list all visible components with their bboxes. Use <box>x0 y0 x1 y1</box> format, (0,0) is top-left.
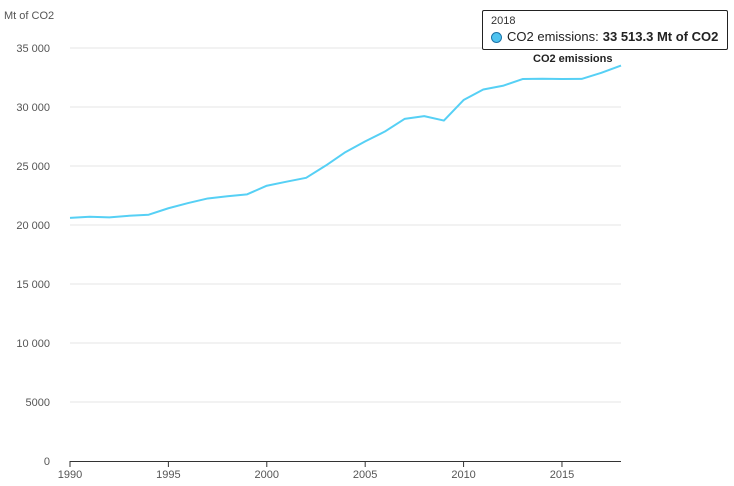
x-tick-label: 1990 <box>58 469 82 481</box>
series-dot-icon <box>491 31 502 43</box>
tooltip-year: 2018 <box>491 15 516 27</box>
data-point[interactable] <box>305 177 307 179</box>
data-point[interactable] <box>207 197 209 199</box>
data-point[interactable] <box>246 193 248 195</box>
y-tick-label: 5000 <box>26 397 50 409</box>
data-point[interactable] <box>561 78 563 80</box>
data-point[interactable] <box>423 115 425 117</box>
x-axis: 1990 1995 2000 2005 2010 2015 <box>58 461 621 481</box>
tooltip: 2018 CO2 emissions: 33 513.3 Mt of CO2 <box>482 10 728 50</box>
data-point[interactable] <box>148 214 150 216</box>
series-group[interactable] <box>69 64 622 219</box>
series-line-co2-emissions[interactable] <box>69 64 622 219</box>
data-point[interactable] <box>167 207 169 209</box>
y-tick-label: 35 000 <box>16 43 50 55</box>
data-point[interactable] <box>128 215 130 217</box>
data-point[interactable] <box>285 180 287 182</box>
data-point[interactable] <box>226 195 228 197</box>
x-tick-label: 2015 <box>550 469 574 481</box>
y-tick-label: 30 000 <box>16 102 50 114</box>
data-point[interactable] <box>108 216 110 218</box>
gridlines <box>70 47 621 403</box>
data-point[interactable] <box>580 78 582 80</box>
data-point[interactable] <box>88 216 90 218</box>
x-tick-label: 1995 <box>156 469 180 481</box>
x-tick-label: 2005 <box>353 469 377 481</box>
tooltip-row: CO2 emissions: 33 513.3 Mt of CO2 <box>491 28 719 46</box>
data-point[interactable] <box>187 202 189 204</box>
series-label: CO2 emissions <box>533 53 612 65</box>
y-axis-unit-label: Mt of CO2 <box>4 10 54 22</box>
y-tick-label: 20 000 <box>16 220 50 232</box>
data-point[interactable] <box>502 85 504 87</box>
data-point[interactable] <box>403 118 405 120</box>
x-tick-label: 2010 <box>451 469 475 481</box>
y-tick-label: 15 000 <box>16 279 50 291</box>
data-point[interactable] <box>600 72 602 74</box>
data-point[interactable] <box>266 185 268 187</box>
tooltip-series-name: CO2 emissions: <box>507 29 599 44</box>
tooltip-value: 33 513.3 Mt of CO2 <box>602 29 719 44</box>
data-point[interactable] <box>462 99 464 101</box>
data-point[interactable] <box>541 78 543 80</box>
data-point[interactable] <box>69 217 71 219</box>
data-point[interactable] <box>364 140 366 142</box>
data-point[interactable] <box>325 164 327 166</box>
data-point[interactable] <box>521 78 523 80</box>
data-point[interactable] <box>344 151 346 153</box>
data-point[interactable] <box>384 130 386 132</box>
y-tick-label: 0 <box>44 456 50 468</box>
y-axis: 0 5000 10 000 15 000 20 000 25 000 30 000 35 00… <box>16 43 50 468</box>
x-tick-label: 2000 <box>255 469 279 481</box>
data-point[interactable] <box>620 64 622 66</box>
data-point[interactable] <box>443 119 445 121</box>
y-tick-label: 25 000 <box>16 161 50 173</box>
y-tick-label: 10 000 <box>16 338 50 350</box>
data-point[interactable] <box>482 88 484 90</box>
